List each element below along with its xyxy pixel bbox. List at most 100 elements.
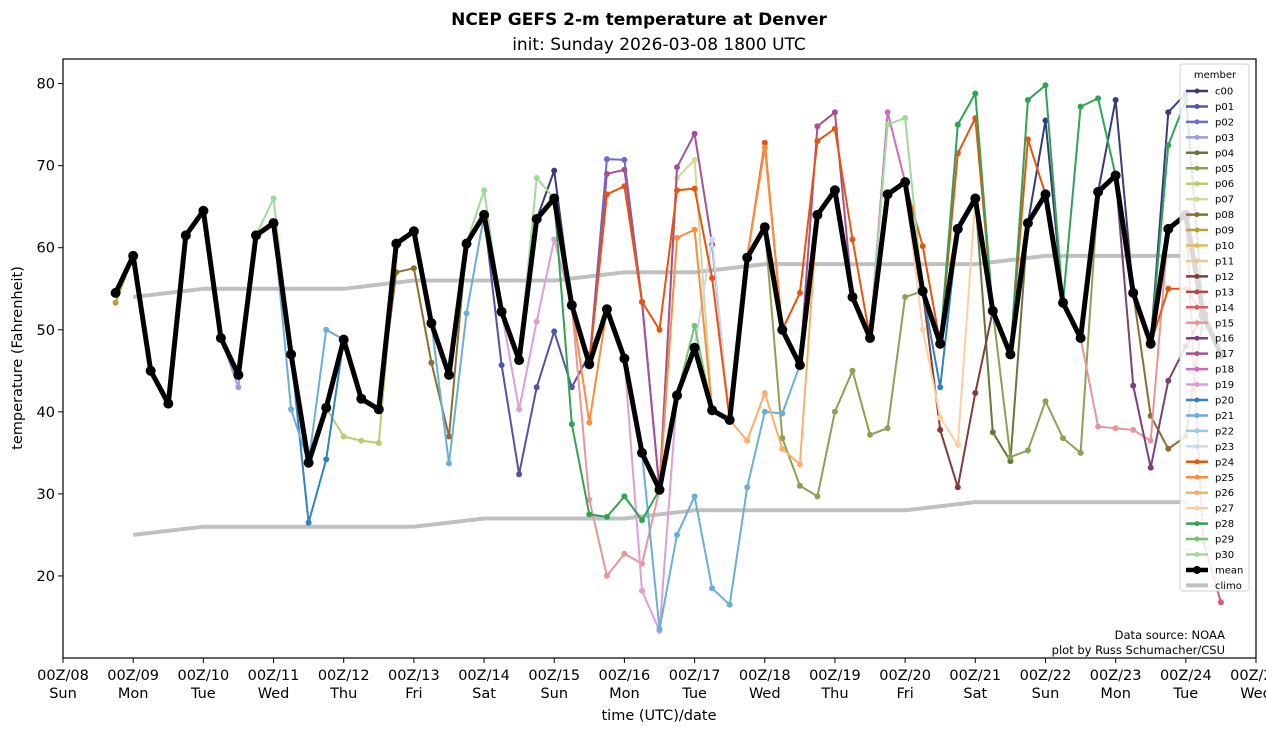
ensemble-mean-point	[426, 318, 437, 329]
member-p21-point	[726, 601, 733, 608]
ensemble-mean-point	[1005, 349, 1016, 360]
legend-marker-p30	[1194, 552, 1200, 557]
x-tick-day-label: Tue	[681, 686, 707, 702]
x-tick-time-label: 00Z/14	[458, 668, 510, 684]
ensemble-mean-point	[268, 218, 279, 229]
member-p05-point	[1077, 449, 1084, 456]
member-p06-point	[358, 437, 365, 444]
ensemble-mean-point	[496, 306, 507, 317]
member-p24-point	[603, 191, 610, 198]
legend-label-p15: p15	[1215, 318, 1234, 329]
x-tick-time-label: 00Z/24	[1160, 668, 1212, 684]
x-tick-day-label: Thu	[820, 686, 848, 702]
legend-marker-mean	[1193, 565, 1201, 574]
plot-credit-label: plot by Russ Schumacher/CSU	[1052, 643, 1225, 657]
ensemble-mean-point	[198, 205, 209, 216]
member-p28-series	[112, 82, 1224, 524]
member-p24-point	[831, 125, 838, 132]
ensemble-mean-point	[408, 226, 419, 237]
member-p28-point	[954, 121, 961, 128]
member-p20-point	[305, 519, 312, 526]
y-tick-label: 60	[37, 241, 55, 257]
member-p28-point	[1165, 142, 1172, 149]
member-p05-point	[779, 435, 786, 442]
ensemble-mean-point	[215, 333, 226, 343]
member-p16-point	[1147, 464, 1154, 471]
member-p24-point	[796, 289, 803, 296]
legend-label-p13: p13	[1215, 287, 1234, 298]
legend-label-p04: p04	[1215, 148, 1234, 159]
member-p21-point	[761, 408, 768, 415]
ensemble-mean-point	[1022, 218, 1033, 229]
x-tick-day-label: Sat	[963, 686, 987, 702]
member-p14-point	[1217, 599, 1224, 606]
member-c00-point	[1112, 97, 1119, 103]
member-p05-point	[831, 408, 838, 415]
member-p04-point	[1007, 458, 1014, 465]
member-p28-point	[586, 511, 593, 518]
legend-marker-p08	[1194, 212, 1200, 218]
member-p21-point	[463, 310, 470, 317]
ensemble-mean-point	[847, 292, 858, 302]
member-p01-point	[533, 384, 540, 391]
legend-label-p21: p21	[1215, 411, 1234, 422]
legend-marker-p06	[1194, 181, 1200, 187]
ensemble-mean-point	[865, 333, 875, 343]
ensemble-mean-point	[584, 359, 595, 370]
legend-label-p18: p18	[1215, 365, 1234, 376]
ensemble-mean-point	[619, 353, 630, 364]
member-p30-point	[270, 195, 277, 202]
member-p24-point	[814, 138, 821, 145]
legend-label-p08: p08	[1215, 210, 1234, 221]
member-p06-point	[375, 440, 382, 446]
x-tick-day-label: Wed	[749, 686, 781, 702]
ensemble-mean-point	[251, 230, 261, 241]
member-p28-point	[1077, 103, 1084, 110]
member-p21-point	[709, 585, 716, 592]
member-p16-point	[1165, 377, 1172, 384]
legend-marker-p14	[1194, 304, 1200, 310]
legend: member c00 p01 p02 p03 p04 p05 p06 p07 p08 p09 p10…	[1179, 63, 1250, 592]
plot-area	[110, 82, 1226, 634]
legend-marker-p11	[1194, 258, 1200, 264]
member-p23-point	[709, 236, 716, 243]
member-p26-point	[761, 390, 768, 396]
x-tick-time-label: 00Z/22	[1020, 668, 1072, 684]
ensemble-mean-point	[444, 369, 454, 380]
member-p12-point	[954, 484, 961, 491]
legend-label-p06: p06	[1215, 179, 1234, 190]
member-p03-point	[235, 384, 242, 391]
ensemble-mean-point	[829, 185, 840, 196]
legend-label-p14: p14	[1215, 303, 1234, 314]
member-p01-point	[568, 384, 575, 391]
member-p21-point	[446, 460, 452, 467]
legend-marker-p03	[1194, 134, 1200, 140]
legend-marker-p26	[1194, 490, 1200, 496]
member-p04-point	[989, 429, 996, 436]
ensemble-mean-point	[145, 365, 156, 376]
member-p21-point	[744, 484, 751, 491]
member-p30-point	[884, 121, 891, 128]
member-p19-point	[516, 406, 523, 413]
ensemble-mean-point	[391, 238, 402, 249]
x-tick-time-label: 00Z/12	[318, 668, 370, 684]
legend-label-p16: p16	[1215, 334, 1234, 345]
x-tick-time-label: 00Z/19	[809, 668, 861, 684]
ensemble-mean-point	[514, 355, 525, 366]
legend-label-p29: p29	[1215, 535, 1234, 546]
member-p28-point	[1095, 95, 1102, 102]
member-p30-point	[481, 187, 488, 194]
member-p24-point	[656, 326, 663, 333]
y-tick-label: 30	[37, 487, 55, 503]
legend-label-p12: p12	[1215, 272, 1234, 283]
member-p02-point	[621, 156, 628, 163]
ensemble-mean-point	[233, 369, 244, 380]
ensemble-mean-point	[373, 404, 384, 415]
legend-label-p30: p30	[1215, 550, 1234, 561]
legend-marker-p29	[1194, 536, 1200, 542]
legend-marker-p27	[1194, 505, 1200, 511]
x-tick-day-label: Mon	[118, 686, 149, 702]
ensemble-mean-point	[672, 390, 682, 401]
legend-marker-p15	[1194, 320, 1200, 326]
member-p12-point	[937, 426, 944, 433]
